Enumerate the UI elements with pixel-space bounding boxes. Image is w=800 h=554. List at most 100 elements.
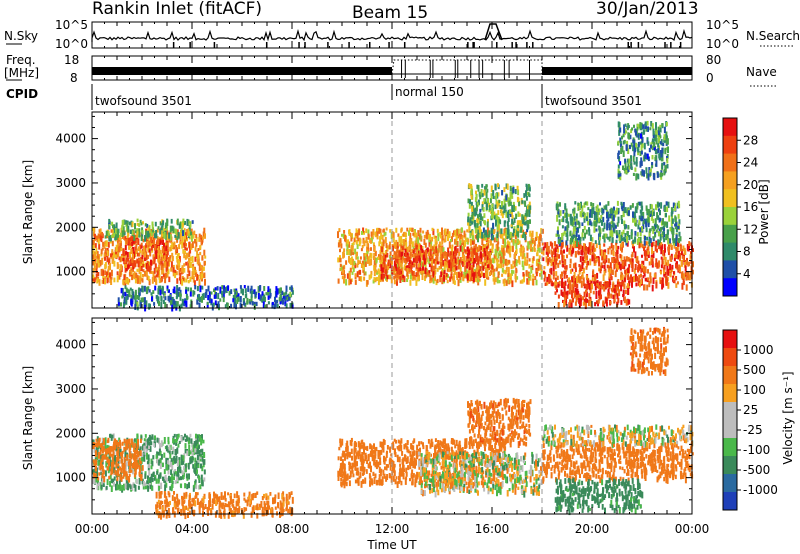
heat-cell [153, 257, 156, 264]
heat-cell [404, 251, 407, 258]
heat-cell [428, 271, 431, 278]
heat-cell [643, 170, 645, 177]
heat-cell [618, 130, 621, 136]
heat-cell [496, 257, 498, 262]
heat-cell [557, 262, 560, 268]
heat-cell [538, 247, 541, 253]
heat-cell [544, 271, 547, 279]
heat-cell [571, 292, 573, 299]
heat-cell [637, 201, 640, 206]
heat-cell [116, 262, 119, 270]
heat-cell [635, 209, 638, 214]
heat-cell [354, 262, 357, 269]
heat-cell [464, 265, 467, 272]
heat-cell [487, 276, 490, 280]
heat-cell [181, 275, 184, 280]
heat-cell [179, 268, 182, 272]
heat-cell [139, 263, 141, 270]
heat-cell [492, 257, 495, 264]
heat-cell [646, 120, 649, 126]
heat-cell [643, 218, 646, 224]
heat-cell [140, 245, 143, 249]
heat-cell [660, 153, 663, 158]
heat-cell [185, 261, 188, 266]
heat-cell [496, 235, 499, 242]
heat-cell [282, 296, 285, 300]
heat-cell [509, 253, 512, 258]
heat-cell [102, 241, 105, 247]
heat-cell [463, 230, 466, 238]
heat-cell [252, 289, 255, 294]
heat-cell [239, 296, 242, 302]
heat-cell [166, 272, 169, 278]
heat-cell [587, 207, 590, 211]
heat-cell [636, 123, 639, 131]
heat-cell [463, 245, 465, 251]
heat-cell [380, 235, 383, 239]
heat-cell [586, 255, 588, 261]
heat-cell [505, 268, 508, 273]
heat-cell [638, 237, 640, 242]
heat-cell [393, 269, 396, 275]
heat-cell [589, 213, 591, 218]
heat-cell [120, 246, 123, 252]
heat-cell [578, 244, 580, 250]
heat-cell [497, 252, 500, 259]
heat-cell [498, 280, 501, 284]
heat-cell [471, 219, 474, 223]
heat-cell [588, 283, 591, 290]
heat-cell [156, 228, 159, 233]
heat-cell [570, 290, 573, 295]
heat-cell [128, 251, 131, 258]
heat-cell [616, 301, 619, 305]
velocity-heatmap [92, 318, 694, 520]
colorbar-tick-label: 16 [743, 200, 758, 214]
heat-cell [134, 292, 137, 299]
heat-cell [603, 243, 606, 247]
heat-cell [575, 291, 578, 295]
heat-cell [176, 238, 179, 243]
heat-cell [684, 265, 687, 272]
heat-cell [435, 279, 438, 286]
heat-cell [226, 302, 229, 310]
heat-cell [415, 267, 418, 271]
heat-cell [593, 257, 596, 264]
heat-cell [250, 291, 253, 298]
heat-cell [359, 256, 362, 260]
heat-cell [649, 168, 652, 173]
heat-cell [474, 210, 477, 217]
heat-cell [147, 485, 150, 492]
heat-cell [144, 446, 147, 450]
heat-cell [572, 227, 575, 235]
heat-cell [92, 275, 95, 281]
heat-cell [360, 248, 363, 252]
heat-cell [242, 288, 244, 296]
heat-cell [479, 273, 482, 278]
heat-cell [526, 278, 529, 285]
heat-cell [537, 248, 540, 252]
heat-cell [124, 259, 127, 264]
heat-cell [177, 231, 180, 239]
heat-cell [143, 285, 146, 292]
heat-cell [160, 296, 163, 302]
heat-cell [159, 221, 162, 226]
heat-cell [441, 277, 444, 285]
heat-cell [573, 207, 576, 214]
heat-cell [526, 224, 529, 230]
heat-cell [641, 215, 644, 222]
heat-cell [531, 239, 534, 244]
heat-cell [469, 257, 472, 262]
heat-cell [566, 225, 569, 228]
heat-cell [434, 252, 437, 257]
heat-cell [507, 266, 510, 274]
heat-cell [641, 244, 644, 249]
heat-cell [559, 274, 562, 279]
heat-cell [522, 219, 525, 224]
heat-cell [115, 483, 117, 491]
heat-cell [436, 249, 439, 257]
heat-cell [509, 201, 512, 206]
heat-cell [639, 141, 642, 145]
heat-cell [158, 277, 161, 284]
heat-cell [182, 218, 185, 223]
heat-cell [556, 204, 559, 212]
